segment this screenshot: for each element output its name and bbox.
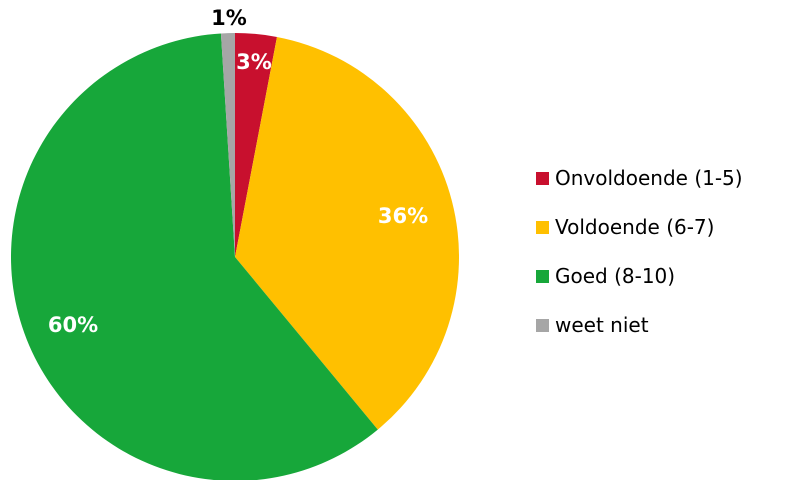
data-label-weet-niet: 1%: [211, 6, 247, 30]
legend-label-weet-niet: weet niet: [555, 313, 649, 337]
data-label-goed: 60%: [48, 313, 98, 337]
legend-swatch-onvoldoende: [536, 171, 549, 185]
data-label-onvoldoende: 3%: [236, 50, 272, 74]
data-label-voldoende: 36%: [378, 204, 428, 228]
legend-item-weet-niet: weet niet: [536, 313, 743, 337]
legend-item-voldoende: Voldoende (6-7): [536, 215, 743, 239]
legend: Onvoldoende (1-5) Voldoende (6-7) Goed (…: [536, 166, 743, 362]
pie-slice-onvoldoende: [235, 33, 277, 257]
legend-item-onvoldoende: Onvoldoende (1-5): [536, 166, 743, 190]
pie-slice-goed: [11, 33, 378, 480]
legend-swatch-goed: [536, 269, 549, 283]
legend-label-voldoende: Voldoende (6-7): [555, 215, 715, 239]
legend-label-onvoldoende: Onvoldoende (1-5): [555, 166, 743, 190]
legend-label-goed: Goed (8-10): [555, 264, 676, 288]
legend-swatch-weet-niet: [536, 318, 549, 332]
legend-item-goed: Goed (8-10): [536, 264, 743, 288]
pie-slice-voldoende: [235, 36, 459, 430]
legend-swatch-voldoende: [536, 220, 549, 234]
pie-slice-weet-niet: [220, 33, 235, 257]
